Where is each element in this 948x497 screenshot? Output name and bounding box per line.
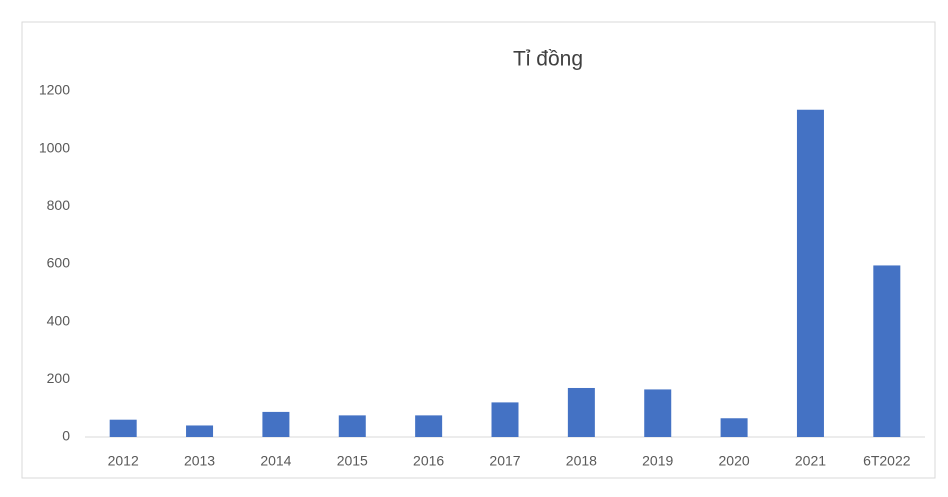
- x-tick-label: 2020: [719, 453, 750, 469]
- y-tick-label: 1200: [39, 82, 70, 98]
- x-tick-label: 2012: [108, 453, 139, 469]
- y-tick-label: 800: [47, 197, 71, 213]
- x-tick-label: 6T2022: [863, 453, 911, 469]
- x-tick-label: 2019: [642, 453, 673, 469]
- x-tick-label: 2018: [566, 453, 597, 469]
- x-tick-label: 2016: [413, 453, 444, 469]
- bar: [262, 411, 290, 437]
- bar: [415, 415, 443, 437]
- chart-border: [21, 21, 936, 479]
- x-tick-label: 2013: [184, 453, 215, 469]
- bar: [567, 387, 595, 437]
- y-tick-label: 400: [47, 312, 71, 328]
- y-tick-label: 600: [47, 255, 71, 271]
- x-tick-label: 2021: [795, 453, 826, 469]
- x-tick-label: 2017: [489, 453, 520, 469]
- y-tick-label: 1000: [39, 139, 70, 155]
- bar: [796, 109, 824, 437]
- bar: [338, 415, 366, 437]
- bar: [491, 402, 519, 437]
- bar: [186, 425, 214, 437]
- y-tick-label: 0: [62, 428, 70, 444]
- chart-title: Tỉ đồng: [513, 48, 583, 71]
- bar: [873, 265, 901, 437]
- bar: [720, 418, 748, 437]
- x-tick-label: 2015: [337, 453, 368, 469]
- bar: [109, 419, 137, 437]
- bar: [644, 389, 672, 437]
- x-tick-label: 2014: [260, 453, 291, 469]
- y-tick-label: 200: [47, 370, 71, 386]
